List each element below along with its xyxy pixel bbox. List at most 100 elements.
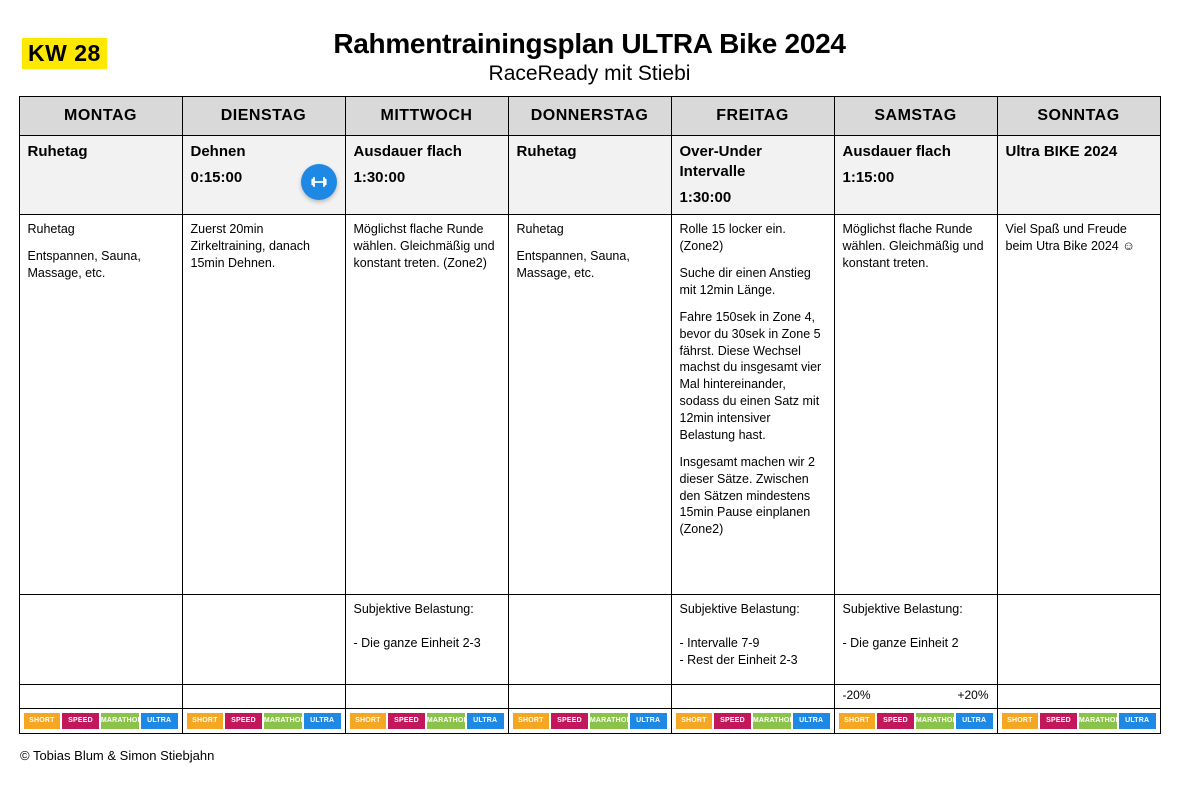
day-description-cell: Möglichst flache Runde wählen. Gleichmäß… <box>345 215 508 595</box>
category-tag: ULTRA <box>793 713 830 728</box>
category-tag: SPEED <box>551 713 588 728</box>
belastung-cell <box>182 595 345 685</box>
workout-duration: 1:30:00 <box>354 169 406 186</box>
category-tag: SHORT <box>24 713 61 728</box>
description-paragraph: Ruhetag <box>517 221 663 238</box>
category-tag: ULTRA <box>956 713 993 728</box>
category-tag: MARATHON <box>101 713 139 728</box>
day-description-cell: Viel Spaß und Freude beim Utra Bike 2024… <box>997 215 1160 595</box>
adjust-cell <box>345 685 508 709</box>
category-tag: ULTRA <box>1119 713 1156 728</box>
day-description-cell: Ruhetag Entspannen, Sauna, Massage, etc. <box>508 215 671 595</box>
day-description-cell: Zuerst 20min Zirkeltraining, danach 15mi… <box>182 215 345 595</box>
category-tag: ULTRA <box>467 713 504 728</box>
adjust-row: -20% +20% <box>19 685 1160 709</box>
day-description-cell: Ruhetag Entspannen, Sauna, Massage, etc. <box>19 215 182 595</box>
description-paragraph: Entspannen, Sauna, Massage, etc. <box>28 248 174 282</box>
description-paragraph: Möglichst flache Runde wählen. Gleichmäß… <box>843 221 989 272</box>
day-description-cell: Rolle 15 locker ein. (Zone2) Suche dir ei… <box>671 215 834 595</box>
day-header: DIENSTAG <box>182 97 345 136</box>
category-tag: SPEED <box>62 713 99 728</box>
category-tag: MARATHON <box>916 713 954 728</box>
tags-cell: SHORTSPEEDMARATHONULTRA <box>19 709 182 733</box>
footer-copyright: © Tobias Blum & Simon Stiebjahn <box>0 748 1179 763</box>
description-paragraph: Rolle 15 locker ein. (Zone2) <box>680 221 826 255</box>
day-summary-cell: Ausdauer flach 1:30:00 <box>345 135 508 215</box>
category-tag: SHORT <box>187 713 224 728</box>
tags-row: SHORTSPEEDMARATHONULTRASHORTSPEEDMARATHO… <box>19 709 1160 733</box>
page-header: Rahmentrainingsplan ULTRA Bike 2024 Race… <box>0 0 1179 86</box>
workout-title: Ruhetag <box>28 142 174 162</box>
workout-title: Ausdauer flach <box>843 142 989 162</box>
tags-cell: SHORTSPEEDMARATHONULTRA <box>834 709 997 733</box>
category-tag: SHORT <box>1002 713 1039 728</box>
belastung-cell: Subjektive Belastung: - Die ganze Einhei… <box>834 595 997 685</box>
description-paragraph: Fahre 150sek in Zone 4, bevor du 30sek i… <box>680 309 826 444</box>
tags-cell: SHORTSPEEDMARATHONULTRA <box>671 709 834 733</box>
day-summary-cell: Ruhetag <box>508 135 671 215</box>
category-tag: SHORT <box>839 713 876 728</box>
category-tag: SPEED <box>388 713 425 728</box>
day-header: SAMSTAG <box>834 97 997 136</box>
belastung-cell <box>997 595 1160 685</box>
day-header: FREITAG <box>671 97 834 136</box>
day-summary-cell: Over-Under Intervalle 1:30:00 <box>671 135 834 215</box>
day-summary-cell: Dehnen 0:15:00 <box>182 135 345 215</box>
category-tag: MARATHON <box>753 713 791 728</box>
day-summary-cell: Ultra BIKE 2024 <box>997 135 1160 215</box>
day-description-cell: Möglichst flache Runde wählen. Gleichmäß… <box>834 215 997 595</box>
description-paragraph: Entspannen, Sauna, Massage, etc. <box>517 248 663 282</box>
description-row: RuhetagEntspannen, Sauna, Massage, etc.Z… <box>19 215 1160 595</box>
adjust-cell <box>508 685 671 709</box>
page-title: Rahmentrainingsplan ULTRA Bike 2024 <box>0 28 1179 60</box>
tags-cell: SHORTSPEEDMARATHONULTRA <box>997 709 1160 733</box>
tags-cell: SHORTSPEEDMARATHONULTRA <box>182 709 345 733</box>
day-header: MITTWOCH <box>345 97 508 136</box>
belastung-cell <box>508 595 671 685</box>
category-tag: ULTRA <box>304 713 341 728</box>
adjust-cell <box>19 685 182 709</box>
tags-cell: SHORTSPEEDMARATHONULTRA <box>508 709 671 733</box>
category-tag: SPEED <box>1040 713 1077 728</box>
category-tag: SHORT <box>513 713 550 728</box>
adjust-cell <box>671 685 834 709</box>
category-tag: SHORT <box>676 713 713 728</box>
description-paragraph: Ruhetag <box>28 221 174 238</box>
belastung-cell <box>19 595 182 685</box>
category-tag: MARATHON <box>590 713 628 728</box>
day-header: DONNERSTAG <box>508 97 671 136</box>
workout-title: Over-Under Intervalle <box>680 142 826 183</box>
category-tag: MARATHON <box>1079 713 1117 728</box>
belastung-cell: Subjektive Belastung: - Die ganze Einhei… <box>345 595 508 685</box>
category-tag: ULTRA <box>141 713 178 728</box>
workout-duration: 1:15:00 <box>843 169 895 186</box>
description-paragraph: Insgesamt machen wir 2 dieser Sätze. Zwi… <box>680 454 826 538</box>
description-paragraph: Viel Spaß und Freude beim Utra Bike 2024… <box>1006 221 1152 255</box>
category-tag: MARATHON <box>427 713 465 728</box>
workout-title: Ausdauer flach <box>354 142 500 162</box>
day-summary-cell: Ruhetag <box>19 135 182 215</box>
category-tag: SPEED <box>714 713 751 728</box>
workout-duration: 0:15:00 <box>191 169 243 186</box>
workout-title: Dehnen <box>191 142 337 162</box>
summary-row: Ruhetag Dehnen 0:15:00 Ausdauer flach 1:30:0… <box>19 135 1160 215</box>
description-paragraph: Suche dir einen Anstieg mit 12min Länge. <box>680 265 826 299</box>
workout-title: Ruhetag <box>517 142 663 162</box>
workout-duration: 1:30:00 <box>680 189 732 206</box>
adjust-plus: +20% <box>957 687 988 703</box>
adjust-cell <box>997 685 1160 709</box>
category-tag: MARATHON <box>264 713 302 728</box>
dumbbell-icon <box>301 164 337 200</box>
training-plan-table: MONTAGDIENSTAGMITTWOCHDONNERSTAGFREITAGS… <box>19 96 1161 734</box>
belastung-row: Subjektive Belastung: - Die ganze Einhei… <box>19 595 1160 685</box>
category-tag: SPEED <box>877 713 914 728</box>
belastung-cell: Subjektive Belastung: - Intervalle 7-9 -… <box>671 595 834 685</box>
day-header: MONTAG <box>19 97 182 136</box>
description-paragraph: Möglichst flache Runde wählen. Gleichmäß… <box>354 221 500 272</box>
tags-cell: SHORTSPEEDMARATHONULTRA <box>345 709 508 733</box>
workout-title: Ultra BIKE 2024 <box>1006 142 1152 162</box>
adjust-cell: -20% +20% <box>834 685 997 709</box>
adjust-minus: -20% <box>843 687 871 703</box>
day-summary-cell: Ausdauer flach 1:15:00 <box>834 135 997 215</box>
day-header-row: MONTAGDIENSTAGMITTWOCHDONNERSTAGFREITAGS… <box>19 97 1160 136</box>
